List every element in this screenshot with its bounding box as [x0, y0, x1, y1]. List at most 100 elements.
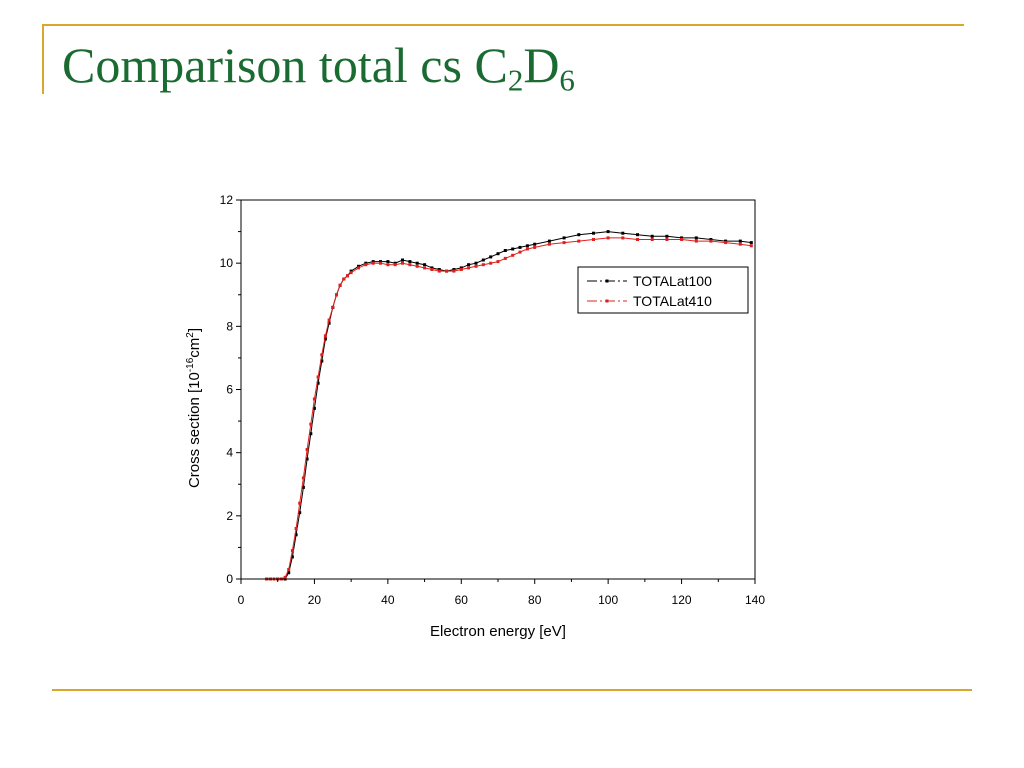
series-1-point — [371, 260, 375, 264]
legend-box — [577, 266, 749, 314]
series-1-point — [709, 238, 713, 241]
series-2-point — [335, 293, 338, 297]
series-2-point — [408, 263, 412, 267]
series-2-point — [437, 269, 441, 273]
series-1-point — [298, 511, 302, 515]
series-2-point — [364, 263, 368, 267]
series-2-point — [452, 269, 456, 273]
series-2-point — [423, 266, 427, 270]
series-2-point — [393, 263, 397, 267]
series-1-point — [503, 249, 507, 252]
series-2-point — [621, 236, 625, 240]
series-1-point — [452, 268, 456, 271]
series-line-1 — [266, 231, 752, 580]
y-tick-label: 12 — [220, 193, 234, 207]
series-2-point — [636, 238, 639, 241]
series-1-point — [294, 533, 298, 537]
series-2-point — [312, 397, 316, 401]
series-1-point — [320, 359, 324, 363]
series-1-point — [636, 233, 639, 237]
x-tick-label: 20 — [308, 593, 322, 607]
series-2-point — [592, 238, 595, 241]
x-tick-label: 120 — [672, 593, 692, 607]
series-2-point — [650, 238, 654, 241]
x-axis-label: Electron energy [eV] — [430, 623, 566, 640]
series-1-point — [305, 457, 309, 461]
legend-label-2: TOTALat410 — [633, 293, 712, 309]
series-2-point — [349, 271, 353, 275]
series-2-point — [481, 263, 485, 267]
series-2-point — [694, 239, 698, 243]
series-2-point — [606, 236, 610, 240]
y-axis-label-exp2: 2 — [185, 332, 196, 338]
series-2-point — [562, 241, 566, 245]
slide-title: Comparison total cs C2D6 — [62, 37, 575, 96]
series-2-point — [709, 239, 713, 243]
series-1-point — [621, 231, 625, 235]
series-1-point — [287, 571, 291, 575]
y-tick-label: 8 — [226, 319, 233, 333]
y-axis-label-mid: cm — [186, 338, 203, 358]
y-tick-label: 10 — [220, 256, 234, 270]
series-1-point — [379, 260, 382, 264]
y-tick-label: 6 — [226, 383, 233, 397]
series-2-point — [290, 549, 294, 553]
series-1-point — [592, 231, 595, 235]
title-mid: D — [523, 37, 560, 93]
series-2-point — [305, 448, 309, 451]
series-1-point — [650, 234, 654, 238]
series-2-point — [459, 268, 463, 271]
series-1-point — [749, 241, 753, 245]
series-2-point — [386, 263, 390, 267]
series-2-point — [467, 266, 471, 270]
series-2-point — [430, 268, 434, 271]
series-2-point — [320, 353, 324, 357]
series-2-point — [283, 575, 287, 579]
series-1-point — [518, 245, 522, 249]
y-axis-label: Cross section [10-16cm2] — [185, 328, 203, 488]
series-1-point — [290, 555, 294, 559]
series-1-point — [316, 381, 320, 385]
series-1-point — [386, 260, 390, 264]
series-2-point — [415, 264, 419, 268]
series-1-point — [496, 252, 500, 256]
series-2-point — [298, 501, 302, 505]
series-1-point — [577, 233, 581, 237]
series-2-point — [738, 242, 742, 246]
series-2-point — [309, 422, 313, 426]
series-1-point — [533, 242, 537, 246]
left-accent-rule — [42, 24, 44, 94]
y-axis-label-exp1: -16 — [185, 357, 196, 372]
series-2-point — [379, 261, 382, 265]
x-tick-label: 0 — [238, 593, 245, 607]
bottom-accent-rule — [52, 689, 972, 691]
series-1-point — [680, 236, 684, 240]
title-subscript-1: 2 — [507, 62, 524, 98]
plot-frame — [240, 199, 756, 580]
series-1-point — [437, 268, 441, 271]
legend-marker-2 — [605, 299, 609, 303]
series-1-point — [327, 321, 331, 325]
y-tick-label: 0 — [226, 572, 233, 586]
series-1-point — [665, 234, 669, 238]
x-tick-label: 80 — [528, 593, 542, 607]
series-2-point — [316, 375, 320, 379]
series-1-point — [408, 260, 412, 264]
series-1-point — [312, 406, 316, 410]
series-1-point — [738, 239, 742, 243]
series-2-point — [474, 264, 478, 268]
series-2-point — [294, 527, 298, 530]
series-line-2 — [266, 237, 752, 580]
x-tick-label: 140 — [745, 593, 765, 607]
series-2-point — [533, 245, 537, 249]
series-1-point — [301, 485, 305, 489]
top-accent-rule — [42, 24, 964, 26]
series-2-point — [287, 568, 291, 571]
title-main: Comparison total cs C — [62, 37, 508, 93]
series-2-point — [331, 305, 335, 309]
series-1-point — [467, 263, 471, 267]
series-1-point — [401, 258, 404, 262]
series-1-point — [511, 247, 515, 251]
y-tick-label: 2 — [226, 509, 233, 523]
